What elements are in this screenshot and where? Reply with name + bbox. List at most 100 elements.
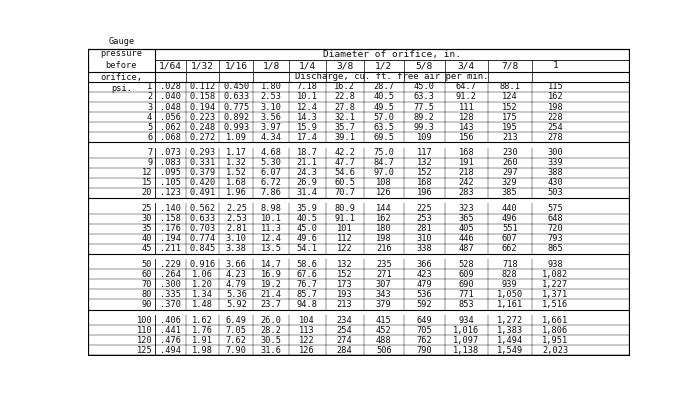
Text: 4: 4 [147, 112, 153, 122]
Text: .068: .068 [160, 133, 181, 142]
Text: 1.91: 1.91 [192, 336, 213, 345]
Text: 283: 283 [458, 188, 474, 198]
Text: 718: 718 [502, 260, 518, 269]
Text: 40.5: 40.5 [297, 214, 318, 223]
Text: 609: 609 [458, 270, 474, 279]
Text: 3.38: 3.38 [226, 244, 247, 253]
Text: 271: 271 [376, 270, 392, 279]
Text: 0.845: 0.845 [190, 244, 216, 253]
Text: 88.1: 88.1 [499, 82, 520, 92]
Text: 2.53: 2.53 [226, 214, 247, 223]
Text: 430: 430 [547, 178, 564, 187]
Text: 230: 230 [502, 148, 518, 157]
Text: 32.1: 32.1 [334, 112, 355, 122]
Text: .095: .095 [160, 168, 181, 177]
Text: 705: 705 [416, 326, 432, 335]
Text: 1,371: 1,371 [542, 290, 568, 299]
Text: 64.7: 64.7 [456, 82, 477, 92]
Text: 310: 310 [416, 234, 432, 243]
Text: 1/16: 1/16 [225, 61, 248, 70]
Text: .494: .494 [160, 346, 181, 355]
Text: 152: 152 [502, 102, 518, 112]
Text: 8.98: 8.98 [260, 204, 281, 213]
Text: 45.0: 45.0 [414, 82, 435, 92]
Text: 0.633: 0.633 [223, 92, 249, 102]
Text: 528: 528 [458, 260, 474, 269]
Text: 0.916: 0.916 [190, 260, 216, 269]
Text: 3/8: 3/8 [336, 61, 354, 70]
Text: 2.53: 2.53 [260, 92, 281, 102]
Text: 16.2: 16.2 [334, 82, 355, 92]
Text: 415: 415 [376, 316, 392, 324]
Text: 40: 40 [142, 234, 153, 243]
Text: 111: 111 [458, 102, 474, 112]
Text: 536: 536 [416, 290, 432, 299]
Text: 26.0: 26.0 [260, 316, 281, 324]
Text: 4.79: 4.79 [226, 280, 247, 289]
Text: 7.62: 7.62 [226, 336, 247, 345]
Text: 57.0: 57.0 [373, 112, 394, 122]
Text: 338: 338 [416, 244, 432, 253]
Text: 1.68: 1.68 [226, 178, 247, 187]
Text: 297: 297 [502, 168, 518, 177]
Text: 1.17: 1.17 [226, 148, 247, 157]
Text: Diameter of orifice, in.: Diameter of orifice, in. [323, 50, 461, 59]
Text: 254: 254 [547, 123, 564, 132]
Text: 865: 865 [547, 244, 564, 253]
Text: .062: .062 [160, 123, 181, 132]
Text: 12.4: 12.4 [297, 102, 318, 112]
Text: 110: 110 [136, 326, 153, 335]
Text: 4.34: 4.34 [260, 133, 281, 142]
Text: 104: 104 [300, 316, 315, 324]
Text: 3.10: 3.10 [226, 234, 247, 243]
Text: 853: 853 [458, 300, 474, 309]
Text: 648: 648 [547, 214, 564, 223]
Text: 15: 15 [142, 178, 153, 187]
Text: 1.98: 1.98 [192, 346, 213, 355]
Text: 1.80: 1.80 [260, 82, 281, 92]
Text: 180: 180 [376, 224, 392, 233]
Text: 67.6: 67.6 [297, 270, 318, 279]
Text: 0.420: 0.420 [190, 178, 216, 187]
Text: 77.5: 77.5 [414, 102, 435, 112]
Text: .073: .073 [160, 148, 181, 157]
Text: 253: 253 [416, 214, 432, 223]
Text: 75.0: 75.0 [373, 148, 394, 157]
Text: 5.36: 5.36 [226, 290, 247, 299]
Text: 191: 191 [458, 158, 474, 167]
Text: 42.2: 42.2 [334, 148, 355, 157]
Text: 1.76: 1.76 [192, 326, 213, 335]
Text: 152: 152 [337, 270, 353, 279]
Text: 1.06: 1.06 [192, 270, 213, 279]
Text: .406: .406 [160, 316, 181, 324]
Text: 162: 162 [376, 214, 392, 223]
Text: 132: 132 [416, 158, 432, 167]
Text: 0.194: 0.194 [190, 102, 216, 112]
Text: .370: .370 [160, 300, 181, 309]
Text: .476: .476 [160, 336, 181, 345]
Text: 120: 120 [136, 336, 153, 345]
Text: 94.8: 94.8 [297, 300, 318, 309]
Text: .056: .056 [160, 112, 181, 122]
Text: 213: 213 [502, 133, 518, 142]
Text: .123: .123 [160, 188, 181, 198]
Text: 122: 122 [300, 336, 315, 345]
Text: 1,661: 1,661 [542, 316, 568, 324]
Text: 6.49: 6.49 [226, 316, 247, 324]
Text: 11.3: 11.3 [260, 224, 281, 233]
Text: 60.5: 60.5 [334, 178, 355, 187]
Text: 4.23: 4.23 [226, 270, 247, 279]
Text: Discharge, cu. ft. free air per min.: Discharge, cu. ft. free air per min. [295, 72, 489, 81]
Text: 4.68: 4.68 [260, 148, 281, 157]
Text: 551: 551 [502, 224, 518, 233]
Text: 1,138: 1,138 [453, 346, 480, 355]
Text: 235: 235 [376, 260, 392, 269]
Text: 828: 828 [502, 270, 518, 279]
Text: 1.09: 1.09 [226, 133, 247, 142]
Text: 0.248: 0.248 [190, 123, 216, 132]
Text: 0.703: 0.703 [190, 224, 216, 233]
Text: 1.62: 1.62 [192, 316, 213, 324]
Text: 1,272: 1,272 [497, 316, 523, 324]
Text: 720: 720 [547, 224, 564, 233]
Text: 0.223: 0.223 [190, 112, 216, 122]
